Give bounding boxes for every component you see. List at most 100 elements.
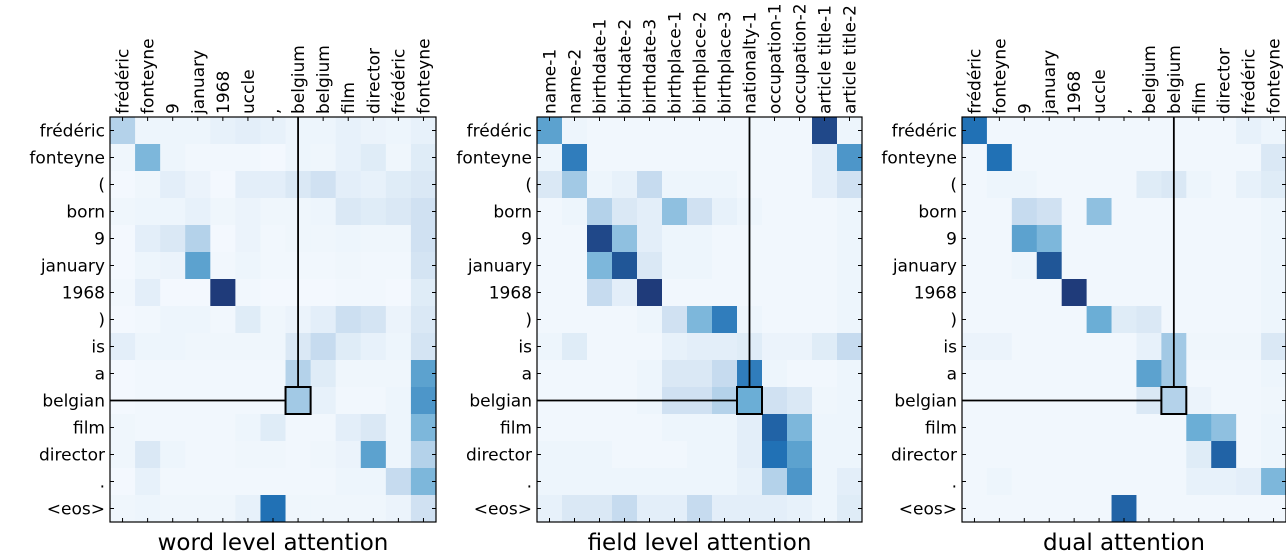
heatmap-cell [135, 495, 161, 523]
y-tick-label: ) [98, 311, 105, 331]
heatmap-cell [1086, 252, 1112, 280]
heatmap-cell [1086, 279, 1112, 307]
heatmap-cell [762, 333, 788, 361]
heatmap-cell [1061, 414, 1088, 442]
heatmap-cell [1236, 306, 1262, 334]
heatmap-cell [1086, 360, 1112, 388]
heatmap-cell [662, 144, 688, 172]
heatmap-cell [812, 333, 838, 361]
heatmap-cell [712, 441, 738, 469]
heatmap-cell [360, 333, 387, 361]
heatmap-cell [1136, 252, 1162, 280]
y-tick-label: director [891, 446, 957, 466]
y-tick-label: film [73, 419, 105, 439]
heatmap-cell [962, 360, 988, 388]
heatmap-cell [260, 414, 286, 442]
heatmap-cell [662, 279, 688, 307]
heatmap-cell [1111, 171, 1137, 199]
heatmap-cell [260, 279, 286, 307]
heatmap-cell [1036, 468, 1063, 496]
heatmap-cell [1211, 333, 1237, 361]
x-tick-label: frédéric [114, 49, 134, 114]
heatmap-cell [537, 198, 563, 226]
heatmap-cell [562, 225, 588, 253]
heatmap-cell [1061, 252, 1088, 280]
heatmap-cell [360, 441, 387, 469]
heatmap-cell [235, 144, 261, 172]
heatmap-cell [612, 306, 638, 334]
heatmap-cell [1136, 306, 1162, 334]
heatmap-cell [1061, 441, 1088, 469]
y-tick-label: 1968 [62, 284, 105, 304]
heatmap-cell [310, 387, 337, 415]
heatmap-cell [135, 333, 161, 361]
heatmap-cell [1211, 360, 1237, 388]
heatmap-cell [385, 306, 412, 334]
x-tick-label: belgium [1165, 45, 1185, 114]
heatmap-cell [235, 360, 261, 388]
heatmap-cell [185, 414, 211, 442]
heatmap-cell [1211, 279, 1237, 307]
heatmap-cell [662, 171, 688, 199]
heatmap-cell [962, 441, 988, 469]
x-tick-label: birthplace-2 [691, 11, 711, 114]
heatmap-cell [1061, 198, 1088, 226]
heatmap-cell [1011, 414, 1038, 442]
heatmap-cell [210, 171, 236, 199]
heatmap-cell [587, 198, 613, 226]
y-tick-label: january [467, 257, 532, 277]
heatmap-cell [235, 306, 261, 334]
heatmap-cell [562, 414, 588, 442]
x-tick-label: 1968 [1065, 71, 1085, 114]
heatmap-cell [1211, 252, 1237, 280]
heatmap-cell [662, 117, 688, 145]
heatmap-cell [185, 252, 211, 280]
heatmap-cell [986, 225, 1013, 253]
heatmap-cell [310, 306, 337, 334]
heatmap-cell [687, 495, 713, 523]
y-tick-label: fonteyne [881, 149, 957, 169]
heatmap-cell [962, 306, 988, 334]
x-tick-label: occupation-2 [791, 3, 811, 114]
heatmap-cell [1011, 333, 1038, 361]
heatmap-cell [537, 333, 563, 361]
heatmap-cell [385, 198, 412, 226]
heatmap-cell [986, 360, 1013, 388]
heatmap-cell [360, 225, 387, 253]
heatmap-cell [612, 495, 638, 523]
heatmap-cell [537, 144, 563, 172]
heatmap-cell [587, 171, 613, 199]
y-tick-label: belgian [894, 392, 957, 412]
y-tick-label: is [518, 338, 532, 358]
y-tick-label: frédéric [467, 122, 532, 142]
heatmap-cell [185, 279, 211, 307]
heatmap-cell [1061, 333, 1088, 361]
heatmap-cell [110, 171, 136, 199]
heatmap-cell [235, 252, 261, 280]
heatmap-cell [1236, 387, 1262, 415]
heatmap-cell [160, 117, 186, 145]
heatmap-cell [986, 171, 1013, 199]
heatmap-cell [1086, 198, 1112, 226]
heatmap-cell [537, 414, 563, 442]
heatmap-cell [587, 468, 613, 496]
heatmap-cell [1236, 117, 1262, 145]
heatmap-cell [335, 117, 362, 145]
x-tick-label: uccle [1090, 69, 1110, 114]
heatmap-cell [737, 414, 763, 442]
heatmap-cell [1186, 441, 1212, 469]
panel-dual-attention: frédéric fonteyne 9 january 1968 uccle, belgiu… [881, 38, 1286, 554]
heatmap-cell [310, 144, 337, 172]
heatmap-cell [285, 441, 312, 469]
heatmap-cell [1136, 117, 1162, 145]
heatmap-cell [1261, 171, 1286, 199]
heatmap-cell [160, 225, 186, 253]
heatmap-cell [762, 225, 788, 253]
heatmap-cell [1261, 333, 1286, 361]
heatmap-cell [612, 360, 638, 388]
heatmap-cell [537, 441, 563, 469]
x-tick-label: name-2 [566, 49, 586, 114]
heatmap-cell [1011, 441, 1038, 469]
y-tick-label: ) [950, 311, 957, 331]
y-tick-label: . [527, 473, 532, 493]
